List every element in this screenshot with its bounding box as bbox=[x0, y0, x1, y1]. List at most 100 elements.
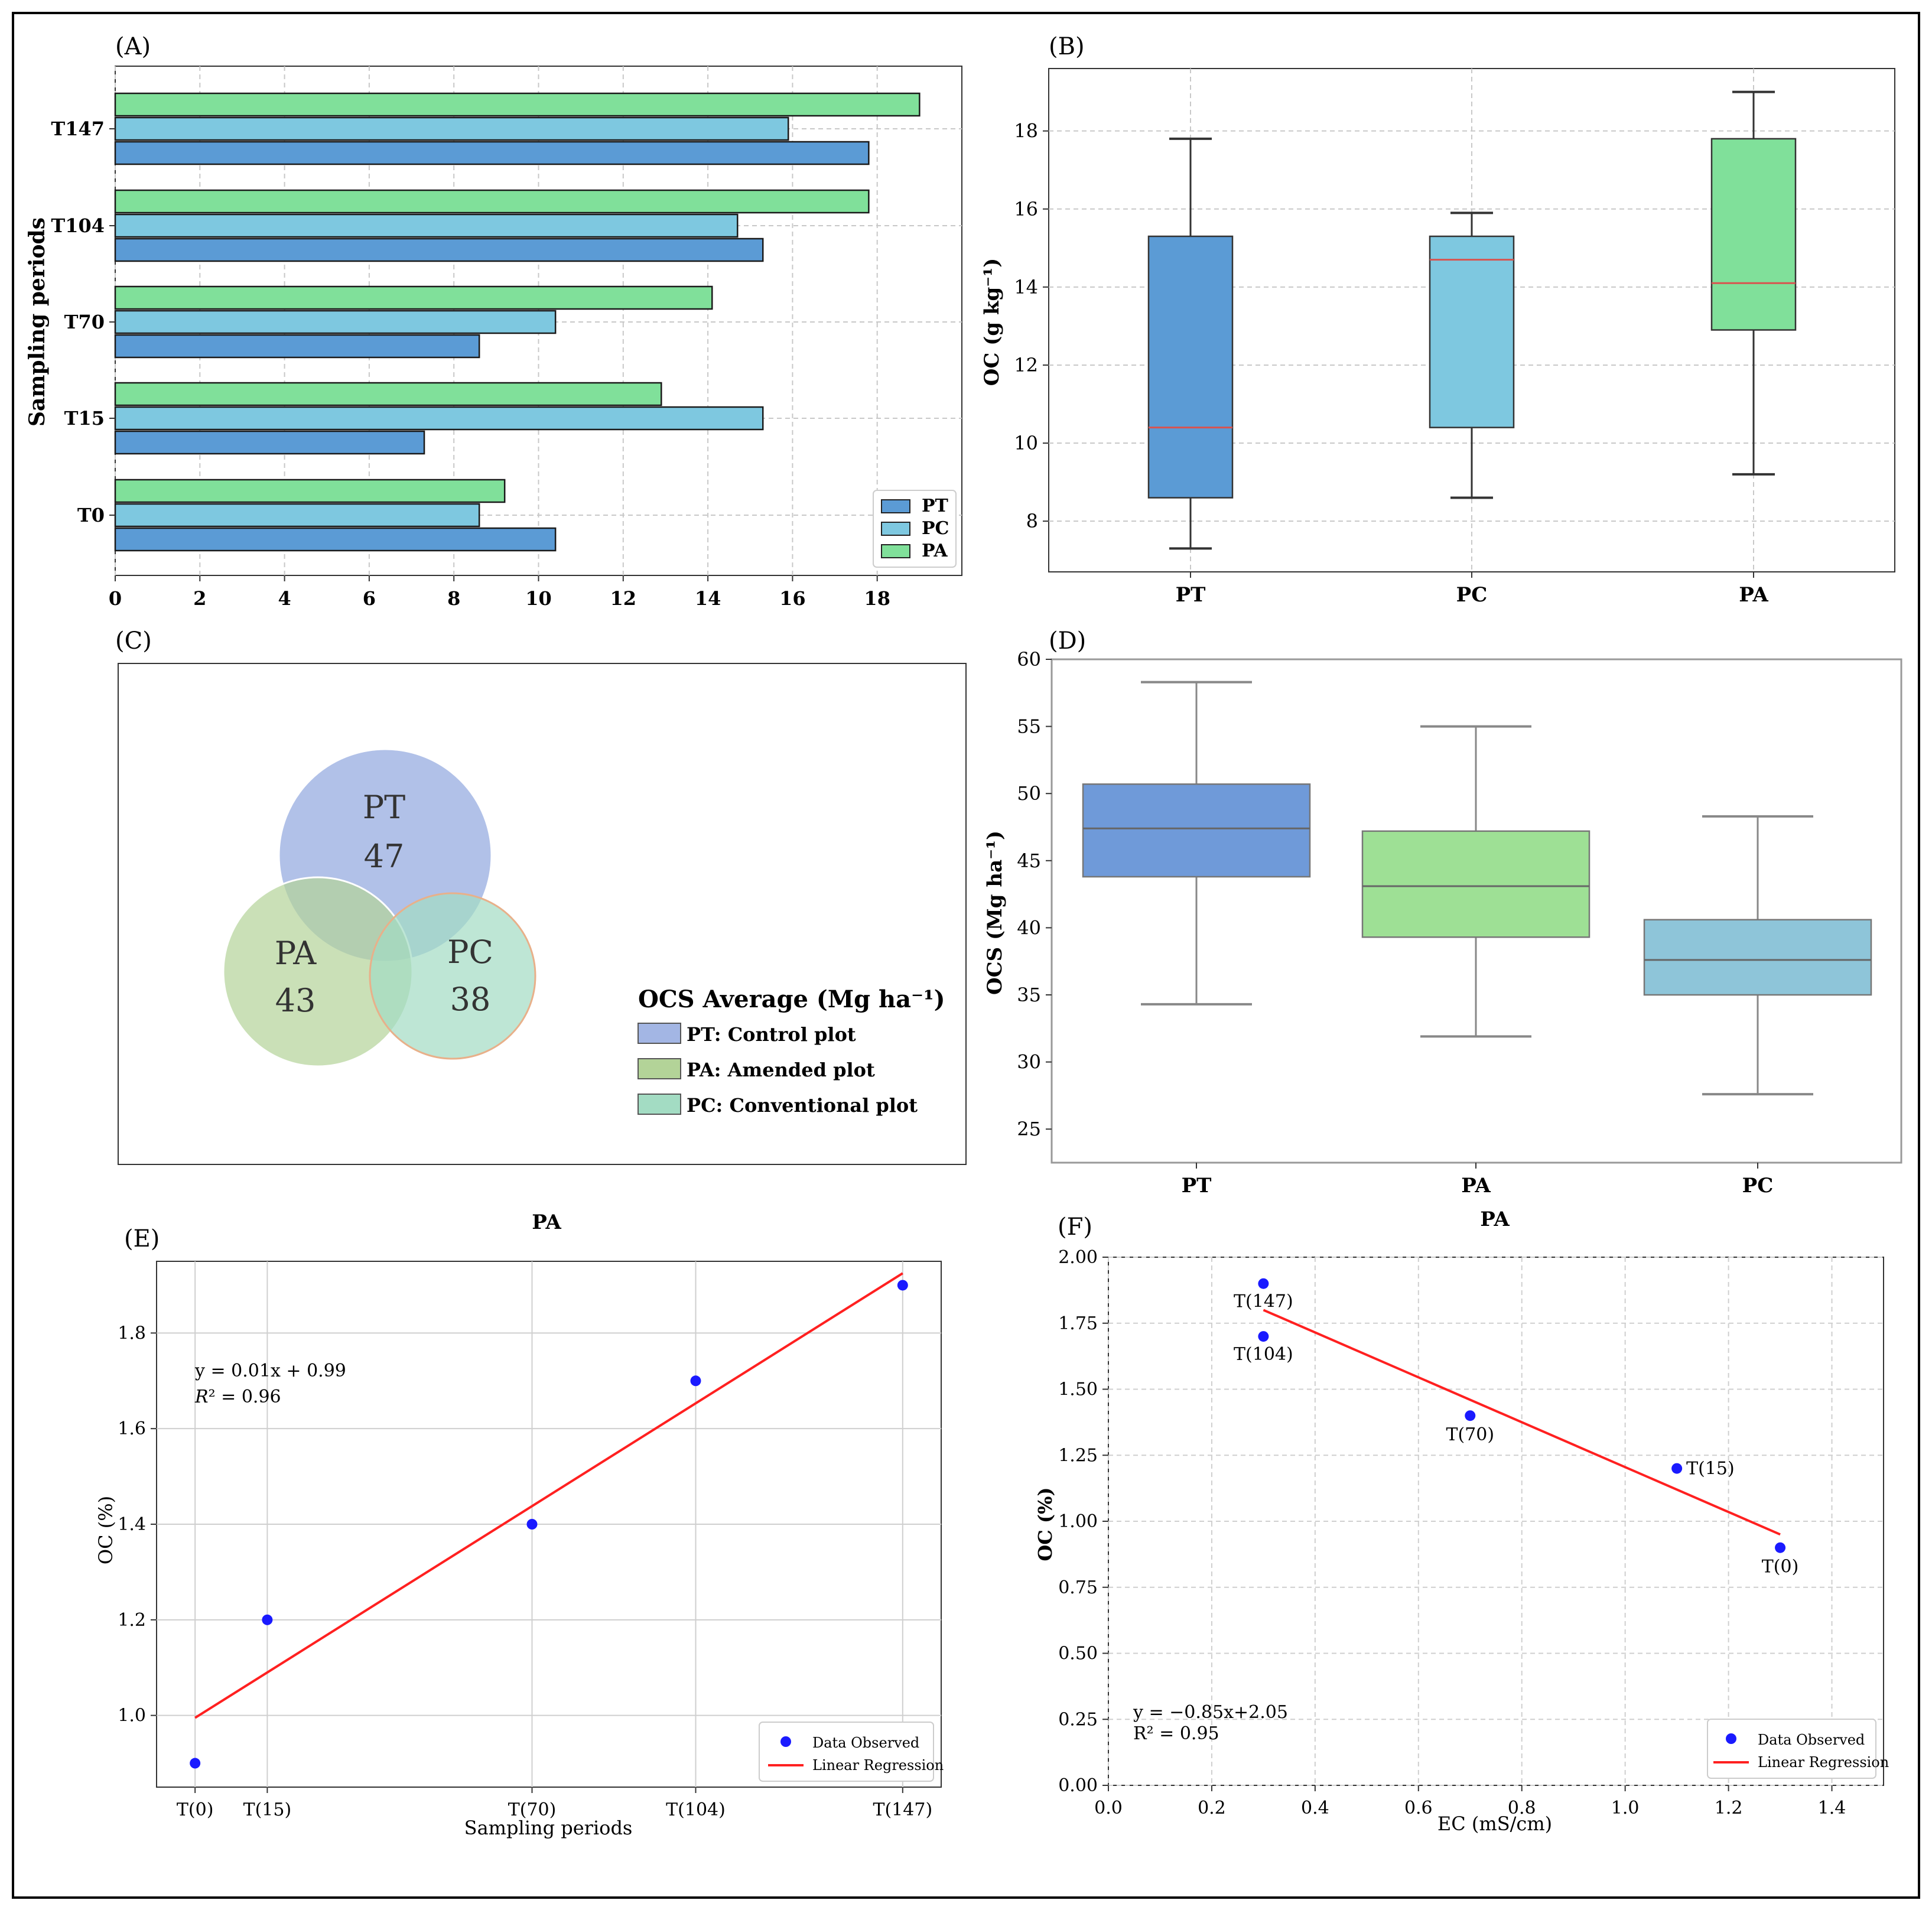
d-y-tick-label: 30 bbox=[1017, 1051, 1041, 1073]
f-y-tick-label: 1.00 bbox=[1058, 1511, 1098, 1532]
panel-e-r2-symbol: R bbox=[194, 1387, 209, 1407]
a-x-tick-label: 18 bbox=[864, 587, 890, 610]
panel-f-title: PA bbox=[1480, 1208, 1510, 1231]
venn-legend-swatch-pa bbox=[638, 1058, 681, 1079]
panel-e-regression bbox=[194, 1272, 903, 1719]
panel-a-y-ticks: T0 T15 T70 T104 T147 bbox=[51, 118, 115, 526]
venn-legend-pt: PT: Control plot bbox=[687, 1023, 856, 1046]
panel-e-r2-value: ² = 0.96 bbox=[209, 1387, 281, 1407]
panel-e-x-ticks: T(0) T(15) T(70) T(104) T(147) bbox=[177, 1787, 932, 1820]
panel-f-points: T(147) T(104) T(70) T(15) T(0) bbox=[1234, 1278, 1798, 1577]
panel-f-legend-point-swatch bbox=[1726, 1733, 1736, 1744]
b-box-pt bbox=[1147, 235, 1234, 499]
panel-d-label: (D) bbox=[1049, 627, 1086, 655]
venn-label-pa: PA bbox=[275, 935, 317, 972]
venn-legend-swatch-pt bbox=[638, 1023, 681, 1044]
venn-label-pc: PC bbox=[447, 933, 493, 971]
venn-value-pt: 47 bbox=[364, 838, 405, 875]
d-y-tick-label: 50 bbox=[1017, 782, 1041, 805]
panel-f-legend-box bbox=[1707, 1719, 1876, 1779]
panel-f-legend-data: Data Observed bbox=[1758, 1732, 1865, 1748]
f-x-tick-label: 1.2 bbox=[1715, 1798, 1743, 1818]
panel-e-label: (E) bbox=[124, 1225, 160, 1252]
f-point-label: T(147) bbox=[1234, 1291, 1293, 1312]
panel-f-y-ticks: 0.00 0.25 0.50 0.75 1.00 1.25 1.50 1.75 2.00 bbox=[1058, 1247, 1108, 1796]
panel-e: (E) PA 1.0 1.2 1.4 1.6 1.8 T(0) T(15) T(70) T(1… bbox=[95, 1211, 944, 1839]
bar-pa-t147 bbox=[114, 92, 921, 117]
f-point-label: T(0) bbox=[1762, 1557, 1799, 1577]
panel-f-legend: Data Observed Linear Regression bbox=[1707, 1719, 1889, 1779]
e-data-point bbox=[690, 1375, 701, 1387]
d-y-tick-label: 45 bbox=[1017, 850, 1041, 872]
f-y-tick-label: 2.00 bbox=[1058, 1247, 1098, 1268]
d-y-tick-label: 60 bbox=[1017, 648, 1041, 671]
f-x-tick-label: 0.4 bbox=[1301, 1798, 1329, 1818]
a-y-tick-label: T147 bbox=[51, 118, 105, 140]
d-box-pt bbox=[1082, 783, 1311, 878]
a-x-tick-label: 2 bbox=[193, 587, 206, 610]
e-data-point bbox=[526, 1519, 538, 1530]
d-y-tick-label: 55 bbox=[1017, 715, 1041, 738]
bar-pa-t70 bbox=[114, 285, 713, 310]
panel-c-label: (C) bbox=[115, 627, 152, 655]
a-y-tick-label: T70 bbox=[64, 311, 105, 333]
e-y-tick-label: 1.4 bbox=[118, 1514, 146, 1535]
f-y-tick-label: 1.75 bbox=[1058, 1313, 1098, 1334]
bar-pa-t104 bbox=[114, 189, 870, 214]
legend-label-pc: PC bbox=[922, 518, 949, 539]
e-y-tick-label: 1.6 bbox=[118, 1418, 146, 1439]
panel-a-x-ticks: 0 2 4 6 8 10 12 14 16 18 bbox=[109, 575, 890, 610]
bar-pc-t104 bbox=[114, 213, 739, 238]
venn-value-pa: 43 bbox=[275, 982, 316, 1019]
e-x-tick-label: T(70) bbox=[508, 1800, 557, 1820]
f-point-label: T(70) bbox=[1446, 1424, 1494, 1445]
panel-d-boxes bbox=[1082, 681, 1872, 1096]
panel-e-legend-regression: Linear Regression bbox=[812, 1757, 944, 1774]
f-x-tick-label: 1.0 bbox=[1611, 1798, 1640, 1818]
b-y-tick-label: 16 bbox=[1014, 198, 1038, 220]
panel-c-frame bbox=[118, 663, 967, 1165]
f-data-point bbox=[1775, 1542, 1786, 1553]
bar-pt-t0 bbox=[114, 527, 557, 552]
bar-pt-t15 bbox=[114, 430, 425, 455]
a-x-tick-label: 16 bbox=[779, 587, 806, 610]
venn-label-pt: PT bbox=[363, 789, 405, 826]
d-box-pc bbox=[1643, 919, 1872, 996]
f-x-tick-label: 0.8 bbox=[1508, 1798, 1536, 1818]
panel-e-legend-point-swatch bbox=[780, 1736, 791, 1747]
panel-f-x-axis-label: EC (mS/cm) bbox=[1437, 1813, 1552, 1835]
b-x-tick-label: PC bbox=[1456, 583, 1488, 607]
a-y-tick-label: T0 bbox=[77, 504, 105, 526]
a-x-tick-label: 10 bbox=[525, 587, 552, 610]
a-x-tick-label: 4 bbox=[278, 587, 291, 610]
a-x-tick-label: 12 bbox=[610, 587, 637, 610]
panel-d-x-ticks: PT PA PC bbox=[1182, 1163, 1773, 1198]
panel-f-label: (F) bbox=[1058, 1213, 1092, 1241]
venn-circle-pc bbox=[369, 892, 536, 1060]
venn-legend-swatch-pc bbox=[638, 1094, 681, 1115]
e-y-tick-label: 1.0 bbox=[118, 1706, 146, 1726]
panel-d-y-ticks: 25 30 35 40 45 50 55 60 bbox=[1017, 648, 1052, 1140]
panel-b: (B) 8 10 12 14 16 18 PT PC PA OC (g kg⁻¹) bbox=[980, 33, 1895, 607]
panel-e-points bbox=[190, 1280, 908, 1769]
f-x-tick-label: 0.0 bbox=[1094, 1798, 1123, 1818]
panel-a-y-axis-label: Sampling periods bbox=[25, 217, 50, 427]
d-y-tick-label: 40 bbox=[1017, 916, 1041, 939]
b-y-tick-label: 10 bbox=[1014, 432, 1038, 454]
bar-pa-t0 bbox=[114, 479, 506, 503]
a-x-tick-label: 14 bbox=[695, 587, 721, 610]
panel-a-bars bbox=[114, 92, 921, 552]
e-y-tick-label: 1.2 bbox=[118, 1610, 146, 1631]
bar-pc-t15 bbox=[114, 406, 764, 431]
f-y-tick-label: 1.25 bbox=[1058, 1445, 1098, 1466]
a-y-tick-label: T15 bbox=[64, 407, 105, 429]
f-x-tick-label: 1.4 bbox=[1818, 1798, 1846, 1818]
e-x-tick-label: T(15) bbox=[243, 1800, 292, 1820]
panel-f-equation: y = −0.85x+2.05 bbox=[1133, 1702, 1288, 1723]
panel-e-equation: y = 0.01x + 0.99 bbox=[194, 1361, 346, 1381]
e-y-tick-label: 1.8 bbox=[118, 1323, 146, 1343]
panel-f-grid bbox=[1108, 1257, 1884, 1786]
venn-legend-title: OCS Average (Mg ha⁻¹) bbox=[638, 985, 945, 1013]
e-data-point bbox=[262, 1614, 273, 1625]
